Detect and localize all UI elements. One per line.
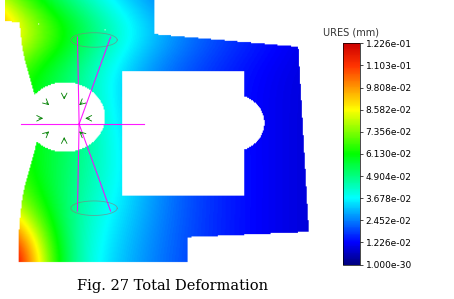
Text: URES (mm): URES (mm) <box>323 28 380 37</box>
Text: Fig. 27 Total Deformation: Fig. 27 Total Deformation <box>77 279 268 293</box>
